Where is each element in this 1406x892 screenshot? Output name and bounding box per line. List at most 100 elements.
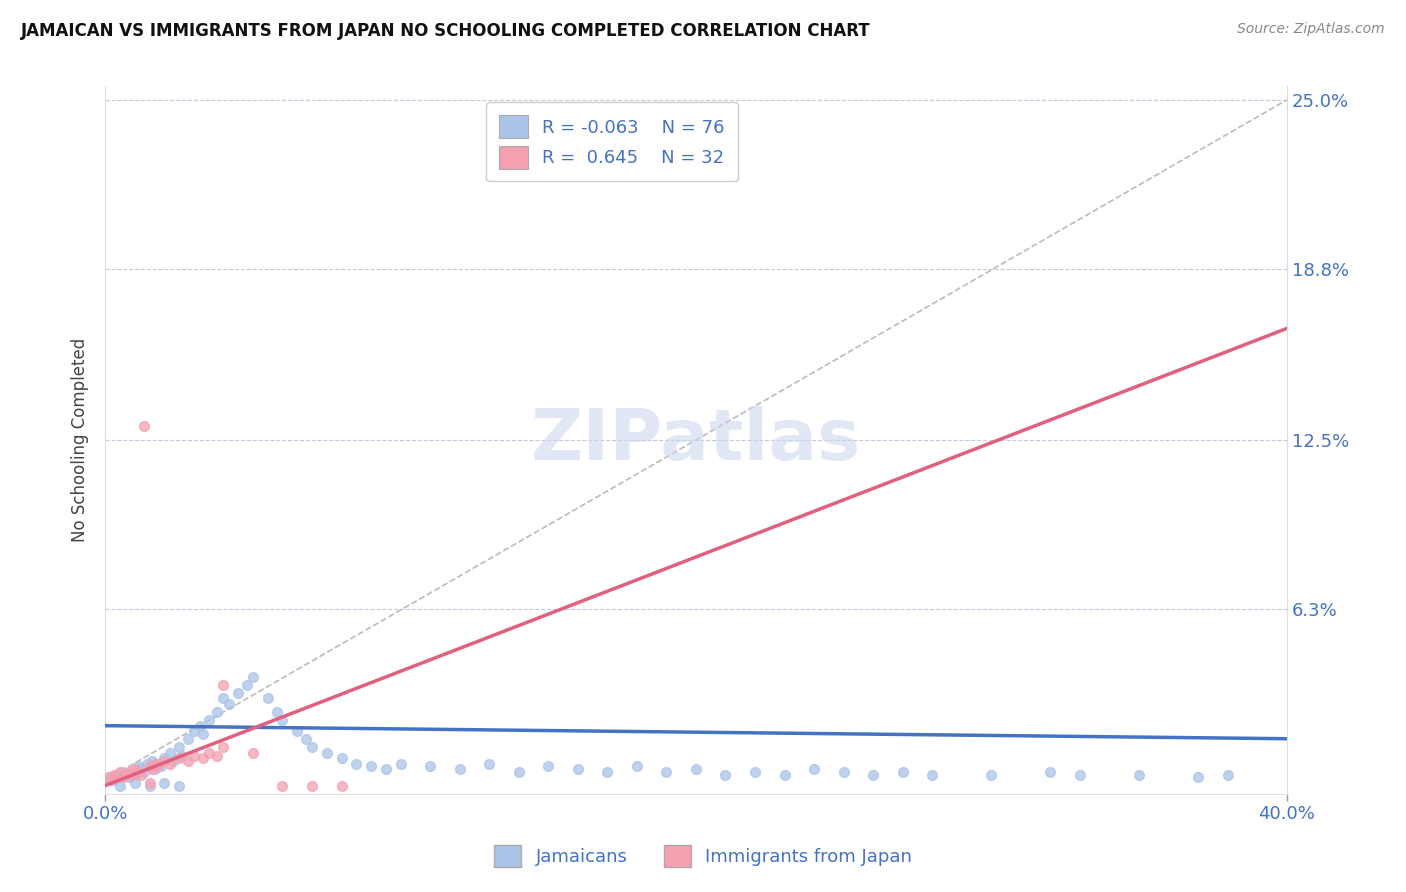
Point: [170, 748, 193, 763]
Point: [207, 748, 229, 763]
Point: [108, 770, 131, 784]
Point: [1216, 767, 1239, 781]
Point: [212, 691, 235, 706]
Point: [153, 754, 176, 768]
Point: [150, 759, 173, 773]
Point: [138, 776, 160, 790]
Point: [111, 764, 134, 779]
Point: [167, 740, 190, 755]
Point: [344, 756, 367, 771]
Point: [389, 756, 412, 771]
Point: [315, 746, 337, 760]
Point: [212, 678, 235, 692]
Y-axis label: No Schooling Completed: No Schooling Completed: [72, 338, 89, 542]
Point: [115, 767, 138, 781]
Point: [266, 705, 288, 719]
Point: [508, 764, 530, 779]
Point: [183, 748, 205, 763]
Point: [127, 759, 149, 773]
Point: [97, 773, 120, 788]
Point: [111, 770, 134, 784]
Point: [103, 773, 125, 788]
Point: [100, 770, 122, 784]
Point: [596, 764, 619, 779]
Point: [145, 756, 167, 771]
Point: [212, 740, 235, 755]
Point: [167, 751, 190, 765]
Point: [159, 756, 181, 771]
Point: [138, 759, 160, 773]
Point: [153, 776, 176, 790]
Point: [167, 779, 190, 793]
Point: [145, 762, 167, 776]
Point: [1039, 764, 1062, 779]
Point: [301, 740, 323, 755]
Point: [242, 670, 264, 684]
Point: [118, 764, 141, 779]
Point: [141, 754, 163, 768]
Point: [374, 762, 396, 776]
Point: [360, 759, 382, 773]
Point: [135, 756, 157, 771]
Text: JAMAICAN VS IMMIGRANTS FROM JAPAN NO SCHOOLING COMPLETED CORRELATION CHART: JAMAICAN VS IMMIGRANTS FROM JAPAN NO SCH…: [21, 22, 870, 40]
Point: [138, 779, 160, 793]
Point: [832, 764, 855, 779]
Point: [271, 713, 294, 727]
Point: [159, 746, 181, 760]
Point: [419, 759, 441, 773]
Point: [1128, 767, 1150, 781]
Point: [207, 705, 229, 719]
Point: [236, 678, 259, 692]
Point: [127, 764, 149, 779]
Point: [121, 764, 143, 779]
Point: [138, 759, 160, 773]
Point: [129, 762, 152, 776]
Point: [295, 732, 318, 747]
Point: [100, 773, 122, 788]
Point: [980, 767, 1002, 781]
Point: [124, 776, 146, 790]
Point: [773, 767, 796, 781]
Point: [655, 764, 678, 779]
Point: [105, 767, 128, 781]
Text: Source: ZipAtlas.com: Source: ZipAtlas.com: [1237, 22, 1385, 37]
Point: [141, 762, 163, 776]
Point: [921, 767, 943, 781]
Point: [803, 762, 825, 776]
Point: [108, 764, 131, 779]
Point: [330, 751, 353, 765]
Point: [132, 419, 155, 434]
Point: [177, 754, 200, 768]
Point: [537, 759, 560, 773]
Point: [301, 779, 323, 793]
Point: [191, 751, 214, 765]
Point: [256, 691, 278, 706]
Point: [685, 762, 707, 776]
Point: [449, 762, 471, 776]
Point: [115, 767, 138, 781]
Point: [188, 719, 211, 733]
Point: [744, 764, 766, 779]
Point: [567, 762, 589, 776]
Point: [197, 746, 219, 760]
Point: [153, 751, 176, 765]
Point: [285, 724, 308, 739]
Point: [124, 767, 146, 781]
Point: [121, 767, 143, 781]
Legend: Jamaicans, Immigrants from Japan: Jamaicans, Immigrants from Japan: [486, 838, 920, 874]
Point: [124, 762, 146, 776]
Point: [129, 767, 152, 781]
Point: [191, 727, 214, 741]
Point: [891, 764, 914, 779]
Point: [162, 754, 184, 768]
Point: [148, 756, 170, 771]
Point: [1187, 770, 1209, 784]
Point: [271, 779, 294, 793]
Point: [103, 767, 125, 781]
Point: [330, 779, 353, 793]
Point: [118, 770, 141, 784]
Point: [242, 746, 264, 760]
Point: [478, 756, 501, 771]
Point: [218, 697, 240, 711]
Point: [183, 724, 205, 739]
